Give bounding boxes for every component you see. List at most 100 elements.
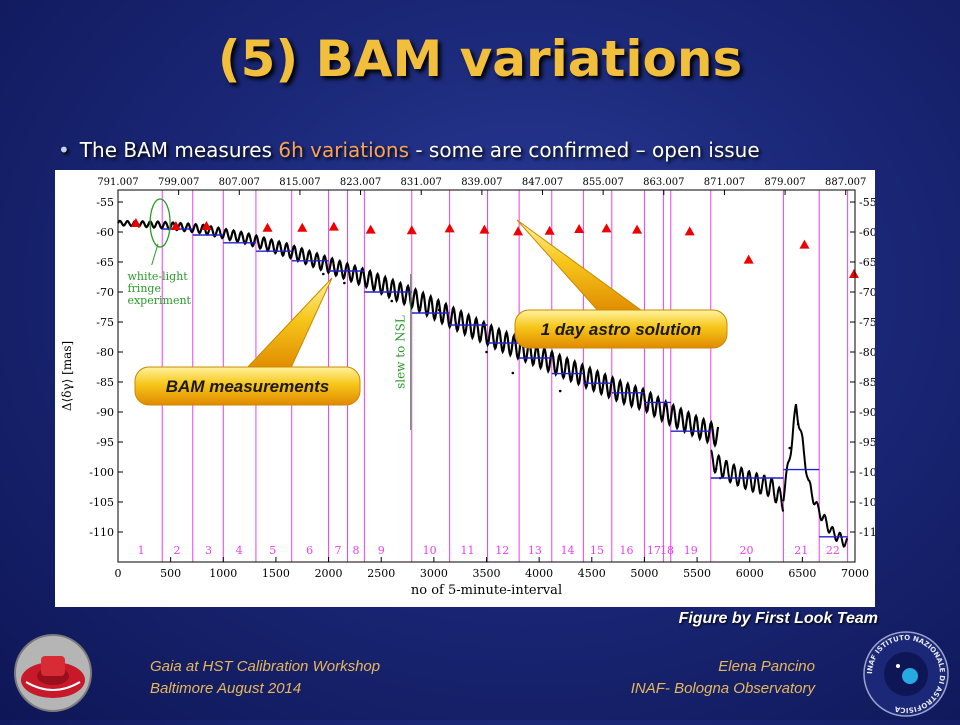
top-tick-label: 807.007	[219, 177, 260, 188]
y-tick-label-right: -95	[859, 436, 875, 449]
y-tick-label: -100	[89, 466, 114, 479]
bullet-text-highlight: 6h variations	[278, 138, 409, 162]
segment-label: 20	[740, 544, 754, 557]
top-tick-label: 863.007	[643, 177, 684, 188]
segment-label: 9	[378, 544, 385, 557]
gaia-logo	[12, 632, 94, 719]
x-tick-label: 3500	[473, 567, 501, 580]
y-tick-label-right: -75	[859, 316, 875, 329]
y-tick-label: -65	[96, 256, 114, 269]
fringe-experiment-ellipse	[149, 198, 171, 248]
bullet-text-suffix: - some are confirmed – open issue	[409, 138, 760, 162]
bam-measurement-line-late	[710, 449, 785, 512]
segment-label: 17	[647, 544, 661, 557]
bam-chart: 1 2 3 4 5 6 7 8 9 10 11 12 13 14 15 16 17 18 19 20 21 22 0 500…	[60, 177, 875, 598]
y-tick-label-right: -90	[859, 406, 875, 419]
bam-measurements-callout-label: BAM measurements	[166, 377, 329, 396]
bam-outlier-point	[437, 308, 441, 312]
bam-outlier-point	[343, 281, 346, 285]
chart-callouts: BAM measurements 1 day astro solution	[134, 219, 728, 406]
segment-label: 8	[352, 544, 359, 557]
bam-measurements-callout-pointer	[243, 277, 333, 371]
top-tick-label: 879.007	[764, 177, 805, 188]
segment-label: 16	[620, 544, 634, 557]
footer-left: Gaia at HST Calibration Workshop Baltimo…	[150, 656, 380, 700]
astro-solution-marker	[262, 222, 273, 232]
segment-label: 18	[660, 544, 674, 557]
x-axis-label: no of 5-minute-interval	[411, 583, 562, 598]
slew-annotation-text: slew to NSL	[393, 315, 407, 389]
chart-annotations: white-light fringe experiment slew to NSL	[127, 198, 412, 430]
y-tick-label-right: -85	[859, 376, 875, 389]
bam-outlier-point	[558, 389, 562, 393]
chart-axes: 0 500 1000 1500 2000 2500 3000 3500 4000 4500 5000…	[60, 177, 875, 598]
top-tick-label: 847.007	[522, 177, 563, 188]
segment-label: 3	[205, 544, 212, 557]
astro-solution-marker	[632, 224, 643, 234]
y-tick-label-right: -65	[859, 256, 875, 269]
astro-solution-marker	[201, 221, 212, 230]
bam-outlier-point	[714, 467, 718, 471]
bam-measurements-callout-box	[134, 366, 361, 406]
x-tick-label: 3000	[420, 567, 448, 580]
astro-solution-marker	[130, 218, 141, 227]
astro-solution-marker	[297, 222, 308, 232]
bullet-text-prefix: The BAM measures	[79, 138, 279, 162]
workshop-location: Baltimore August 2014	[150, 680, 302, 697]
y-tick-label: -95	[96, 436, 114, 449]
fringe-annotation-text: white-light fringe experiment	[127, 270, 191, 307]
astro-solution-marker	[743, 254, 754, 264]
slide-title: (5) BAM variations	[217, 30, 743, 88]
astro-solution-marker	[601, 223, 612, 233]
x-tick-label: 0	[115, 567, 122, 580]
astro-solution-marker	[328, 221, 339, 231]
top-tick-label: 831.007	[401, 177, 442, 188]
x-tick-label: 1000	[209, 567, 237, 580]
author-affiliation: INAF- Bologna Observatory	[630, 680, 815, 697]
segment-label: 19	[684, 544, 698, 557]
chart-data-layer	[117, 218, 859, 548]
astro-solution-callout-box	[514, 309, 728, 349]
x-tick-label: 4500	[578, 567, 606, 580]
fringe-pointer-line	[151, 243, 159, 266]
bullet-point: • The BAM measures 6h variations - some a…	[58, 138, 938, 162]
footer-right: Elena Pancino INAF- Bologna Observatory	[631, 656, 815, 700]
y-tick-label-right: -80	[859, 346, 875, 359]
y-tick-label-right: -100	[859, 466, 875, 479]
astro-solution-marker	[365, 224, 376, 234]
astro-solution-callout-label: 1 day astro solution	[541, 320, 702, 339]
author-name: Elena Pancino	[718, 658, 815, 675]
y-tick-label: -90	[96, 406, 114, 419]
y-tick-label: -55	[96, 196, 114, 209]
segment-label: 10	[423, 544, 437, 557]
top-tick-label: 855.007	[582, 177, 623, 188]
segment-label: 1	[138, 544, 145, 557]
top-tick-label: 799.007	[158, 177, 199, 188]
segment-label: 7	[335, 544, 342, 557]
bullet-dot-icon: •	[58, 138, 70, 162]
astro-solution-callout: 1 day astro solution	[514, 219, 728, 349]
x-tick-label: 4000	[525, 567, 553, 580]
x-tick-label: 2000	[315, 567, 343, 580]
top-tick-label: 887.007	[825, 177, 866, 188]
astro-solution-marker	[544, 225, 555, 235]
x-tick-label: 1500	[262, 567, 290, 580]
astro-solution-marker	[406, 225, 417, 235]
figure-credit: Figure by First Look Team	[678, 610, 878, 627]
bam-outlier-point	[322, 272, 325, 276]
y-tick-label: -110	[89, 526, 114, 539]
bam-outlier-point	[390, 299, 394, 303]
bam-measurements-callout: BAM measurements	[134, 277, 361, 406]
y-tick-label: -80	[96, 346, 114, 359]
segment-label: 11	[461, 544, 475, 557]
x-tick-label: 7000	[841, 567, 869, 580]
x-tick-label: 6500	[788, 567, 816, 580]
top-tick-label: 791.007	[97, 177, 138, 188]
astro-solution-marker	[479, 224, 490, 234]
workshop-name: Gaia at HST Calibration Workshop	[150, 658, 381, 675]
y-tick-label: -105	[89, 496, 114, 509]
bam-measurement-line-spike	[782, 404, 848, 548]
bam-outlier-point	[485, 350, 488, 354]
astro-solution-marker	[684, 226, 695, 236]
x-tick-label: 500	[160, 567, 181, 580]
